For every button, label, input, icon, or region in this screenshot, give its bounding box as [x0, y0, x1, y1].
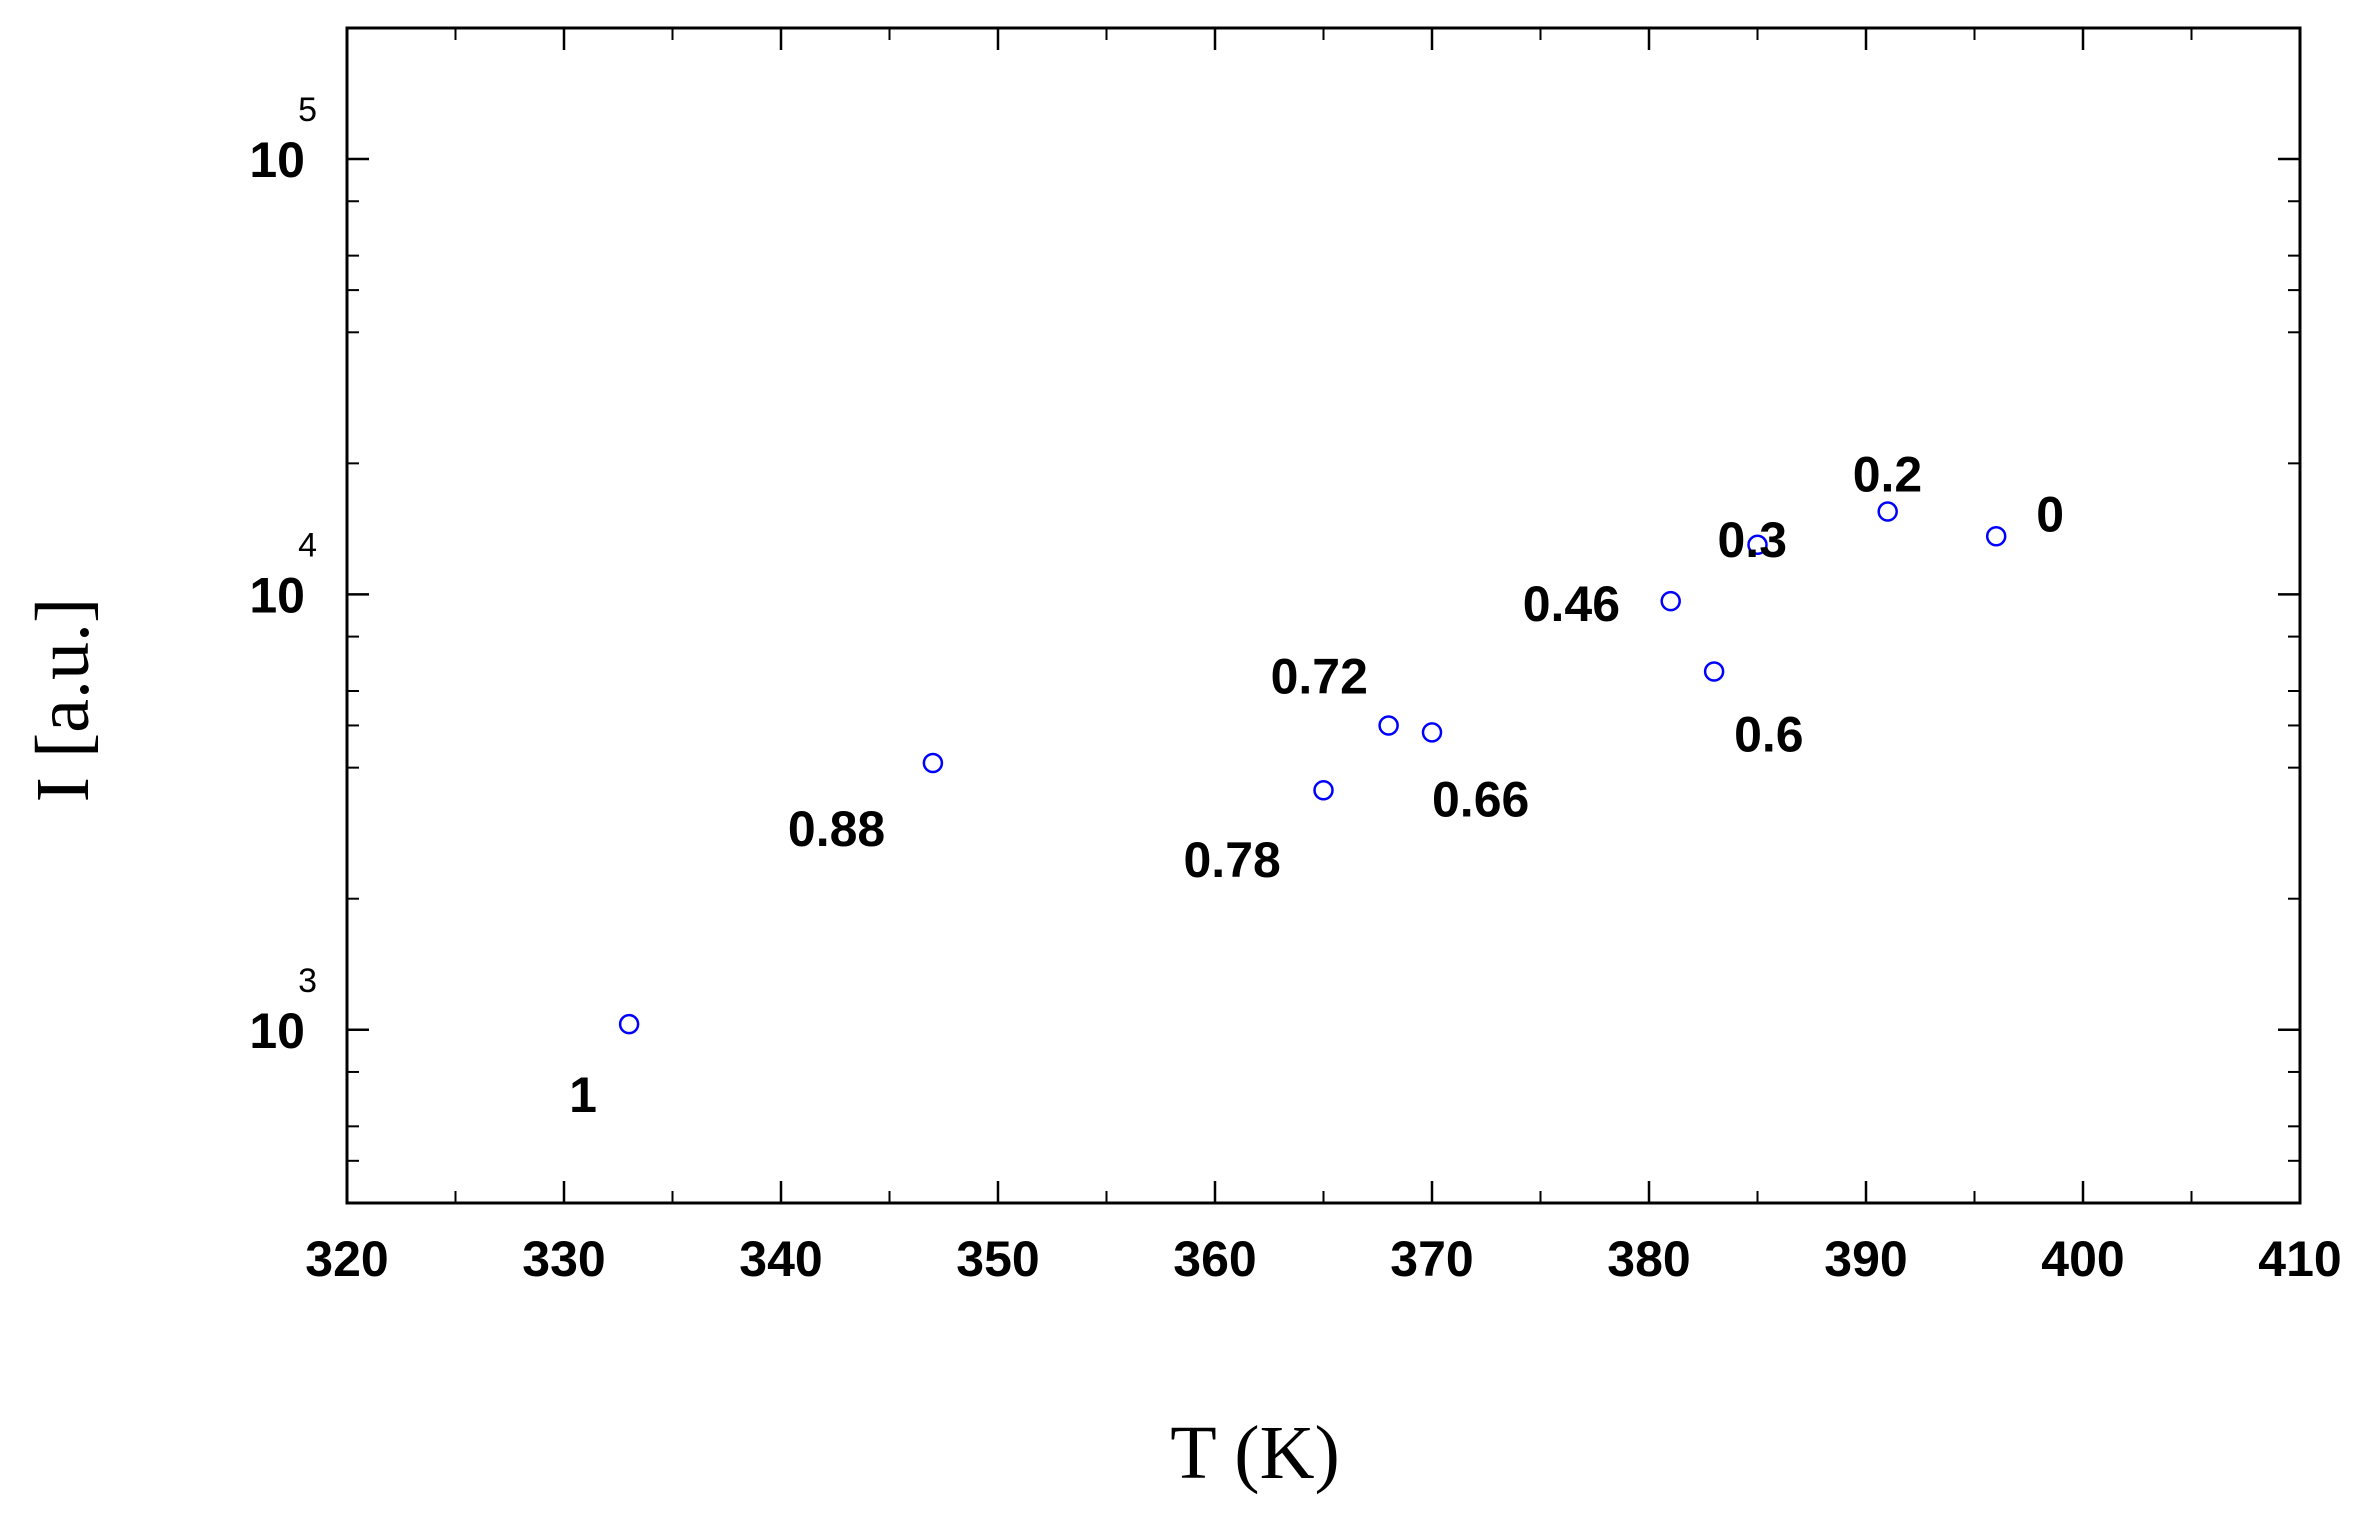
data-point-label: 0.46 — [1523, 576, 1620, 632]
data-point — [1703, 661, 1725, 682]
x-tick-label: 390 — [1824, 1231, 1907, 1287]
data-point — [1660, 590, 1681, 612]
data-point — [1985, 526, 2007, 547]
y-axis-title: I [a.u.] — [21, 598, 105, 803]
x-tick-label: 340 — [739, 1231, 822, 1287]
x-tick-label: 410 — [2258, 1231, 2341, 1287]
data-point-label: 1 — [569, 1067, 597, 1123]
data-point-label: 0 — [2036, 486, 2064, 542]
x-tick-label: 330 — [522, 1231, 605, 1287]
x-tick-label: 320 — [305, 1231, 388, 1287]
y-tick-exponent: 3 — [298, 962, 317, 1000]
data-point-label: 0.3 — [1718, 512, 1788, 568]
x-tick-label: 380 — [1607, 1231, 1690, 1287]
axis-ticks — [345, 28, 2302, 1203]
data-point — [618, 1013, 640, 1035]
data-point-labels: 1 0.88 0.78 0.72 0.66 0.46 0.6 0.3 0.2 0 — [569, 447, 2064, 1124]
plot-frame — [345, 26, 2302, 1205]
x-tick-label: 370 — [1390, 1231, 1473, 1287]
data-points — [618, 501, 2007, 1035]
y-tick-base: 10 — [249, 132, 305, 188]
data-point-label: 0.66 — [1432, 771, 1529, 827]
data-point-label: 0.78 — [1184, 832, 1281, 888]
data-point-label: 0.88 — [788, 801, 885, 857]
data-point — [1747, 534, 1768, 556]
data-point — [1313, 779, 1334, 801]
y-tick-exponent: 4 — [298, 526, 317, 564]
y-tick-base: 10 — [249, 1003, 305, 1059]
data-point — [1877, 501, 1898, 522]
y-tick-base: 10 — [249, 567, 305, 623]
x-tick-label: 360 — [1173, 1231, 1256, 1287]
x-axis-title: T (K) — [1170, 1411, 1340, 1495]
y-tick-exponent: 5 — [298, 91, 317, 129]
x-tick-labels: 320 330 340 350 360 370 380 390 400 410 — [305, 1231, 2341, 1287]
x-tick-label: 400 — [2041, 1231, 2124, 1287]
x-tick-label: 350 — [956, 1231, 1039, 1287]
data-point-label: 0.2 — [1853, 447, 1923, 503]
data-point — [1378, 715, 1399, 736]
data-point-label: 0.72 — [1271, 648, 1368, 704]
data-point-label: 0.6 — [1734, 707, 1804, 763]
data-point — [1421, 722, 1443, 743]
data-point — [922, 752, 944, 774]
